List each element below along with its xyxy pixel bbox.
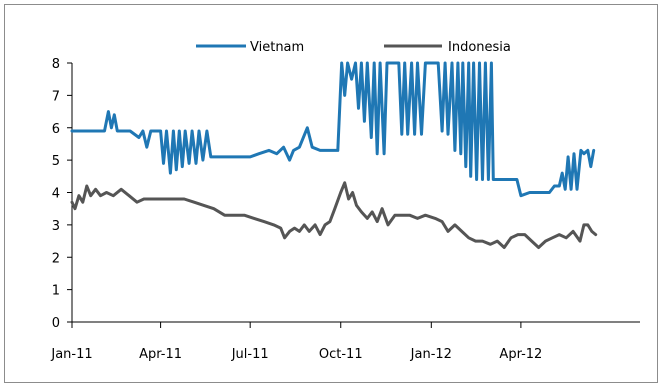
legend: Vietnam Indonesia [196, 40, 511, 55]
y-axis: 0 1 2 3 4 5 6 7 8 [52, 57, 73, 331]
x-tick-label: Oct-11 [319, 347, 363, 362]
y-tick-label: 4 [52, 187, 60, 202]
y-tick-label: 2 [52, 251, 60, 266]
legend-label-indonesia: Indonesia [448, 40, 511, 55]
plot-area [70, 61, 598, 249]
y-tick-label: 5 [52, 154, 60, 169]
legend-label-vietnam: Vietnam [250, 40, 304, 55]
x-tick-label: Jul-11 [231, 347, 269, 362]
x-tick-label: Jan-11 [50, 347, 92, 362]
y-tick-label: 1 [52, 284, 60, 299]
x-axis: Jan-11 Apr-11 Jul-11 Oct-11 Jan-12 Apr-12 [50, 321, 640, 362]
x-tick-label: Apr-11 [139, 347, 182, 362]
y-tick-label: 6 [52, 122, 60, 137]
y-tick-label: 8 [52, 57, 60, 72]
series-line-indonesia [70, 181, 598, 249]
x-tick-label: Jan-12 [410, 347, 452, 362]
y-tick-label: 7 [52, 89, 60, 104]
series-line-vietnam [70, 61, 596, 198]
y-tick-label: 0 [52, 316, 60, 331]
x-tick-label: Apr-12 [499, 347, 542, 362]
y-tick-label: 3 [52, 219, 60, 234]
